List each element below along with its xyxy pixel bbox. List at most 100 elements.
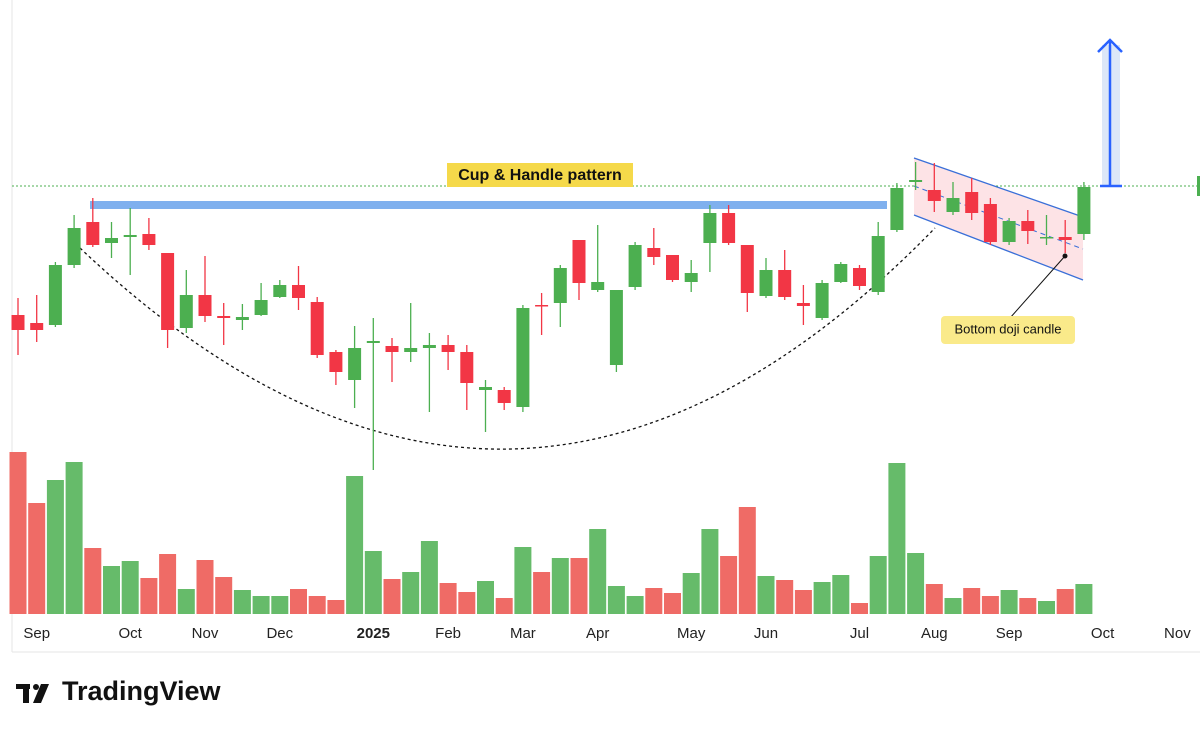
candle-body [909, 180, 923, 182]
candle-body [535, 305, 549, 307]
volume-bar [664, 593, 681, 614]
volume-bar [327, 600, 345, 614]
volume-bar [925, 584, 943, 614]
x-tick-label: Jul [850, 625, 869, 642]
pointer-dot [1062, 253, 1068, 259]
volume-bar [177, 589, 195, 614]
volume-bar [551, 558, 569, 614]
volume-bar [1038, 601, 1055, 614]
watermark: TradingView [62, 676, 222, 706]
x-tick-label: Nov [192, 625, 219, 642]
candle-body [404, 348, 418, 352]
candle-body [366, 341, 380, 343]
volume-bar [140, 578, 158, 614]
candle-body [123, 235, 137, 237]
volume-bar [252, 596, 270, 614]
candle-body [965, 192, 979, 213]
candle-body [422, 345, 436, 348]
candle-body [1058, 237, 1072, 240]
candle-body [1077, 187, 1091, 234]
candle-body [666, 255, 679, 280]
volume-bar [888, 463, 906, 614]
candle-body [591, 282, 605, 290]
candle-body [479, 387, 492, 390]
candle-body [946, 198, 960, 212]
candle-body [497, 390, 511, 403]
x-tick-label: Nov [1164, 625, 1191, 642]
candle-body [254, 300, 268, 315]
volume-bar [383, 579, 401, 614]
handle-channel [914, 158, 1083, 280]
candle-body [722, 213, 736, 243]
x-tick-label: Feb [435, 625, 461, 642]
volume-bar [458, 592, 476, 614]
x-tick-label: Sep [23, 625, 50, 642]
volume-bar [495, 598, 513, 614]
volume-bar [215, 577, 233, 614]
candle-body [48, 265, 62, 325]
volume-bar [420, 541, 438, 614]
annotation-box [941, 316, 1075, 344]
volume-bar [626, 596, 644, 614]
candle-body [105, 238, 118, 243]
volume-bar [514, 547, 532, 614]
volume-bar [439, 583, 457, 614]
candle-body [310, 302, 324, 355]
volume-bar [832, 575, 850, 614]
x-tick-label: Dec [266, 625, 293, 642]
candle-body [11, 315, 25, 330]
candle-body [142, 234, 156, 245]
candle-body [628, 245, 642, 287]
logo-shape [33, 684, 49, 703]
candle-body [348, 348, 362, 380]
volume-bar [907, 553, 925, 614]
volume-bar [645, 588, 663, 614]
pointer-line [1009, 255, 1066, 319]
x-tick-label: 2025 [357, 625, 390, 642]
channel-line [913, 157, 1084, 218]
volume-bar [794, 590, 812, 614]
volume-bar [813, 582, 831, 614]
candle-body [329, 352, 343, 372]
volume-bar [1075, 584, 1093, 614]
candle-body [759, 270, 773, 296]
candle-body [1021, 221, 1035, 231]
target-arrow-head [1097, 38, 1123, 53]
x-tick-label: Sep [996, 625, 1023, 642]
candle-body [1040, 237, 1053, 239]
logo-shape [23, 684, 29, 703]
channel-line [913, 214, 1084, 281]
cup-curve [79, 227, 936, 450]
volume-bar [46, 480, 64, 614]
candle-body [292, 285, 305, 298]
volume-bar [159, 554, 177, 614]
candle-body [553, 268, 567, 303]
logo: TradingView [16, 676, 222, 706]
candle-body [179, 295, 193, 328]
volume-bar [1000, 590, 1018, 614]
volume-bar [271, 596, 289, 614]
x-tick-label: Mar [510, 625, 536, 642]
annotation-box [447, 163, 633, 187]
volume-bar [402, 572, 420, 614]
x-tick-label: Jun [754, 625, 778, 642]
volume-bar [308, 596, 326, 614]
candle-body [67, 228, 81, 265]
x-tick-label: Aug [921, 625, 948, 642]
candle-body [572, 240, 586, 283]
x-tick-label: Oct [119, 625, 143, 642]
candle-body [235, 317, 249, 320]
candle-body [815, 283, 829, 318]
candles [11, 162, 1091, 470]
x-tick-label: May [677, 625, 706, 642]
volume-bar [738, 507, 756, 614]
volume-bar [346, 476, 364, 614]
volume-bar [103, 566, 120, 614]
resistance-line [90, 201, 887, 209]
candle-body [516, 308, 530, 407]
x-tick-label: Apr [586, 625, 609, 642]
channel-midline [913, 185, 1084, 250]
candle-body [983, 204, 997, 242]
candle-body [460, 352, 474, 383]
